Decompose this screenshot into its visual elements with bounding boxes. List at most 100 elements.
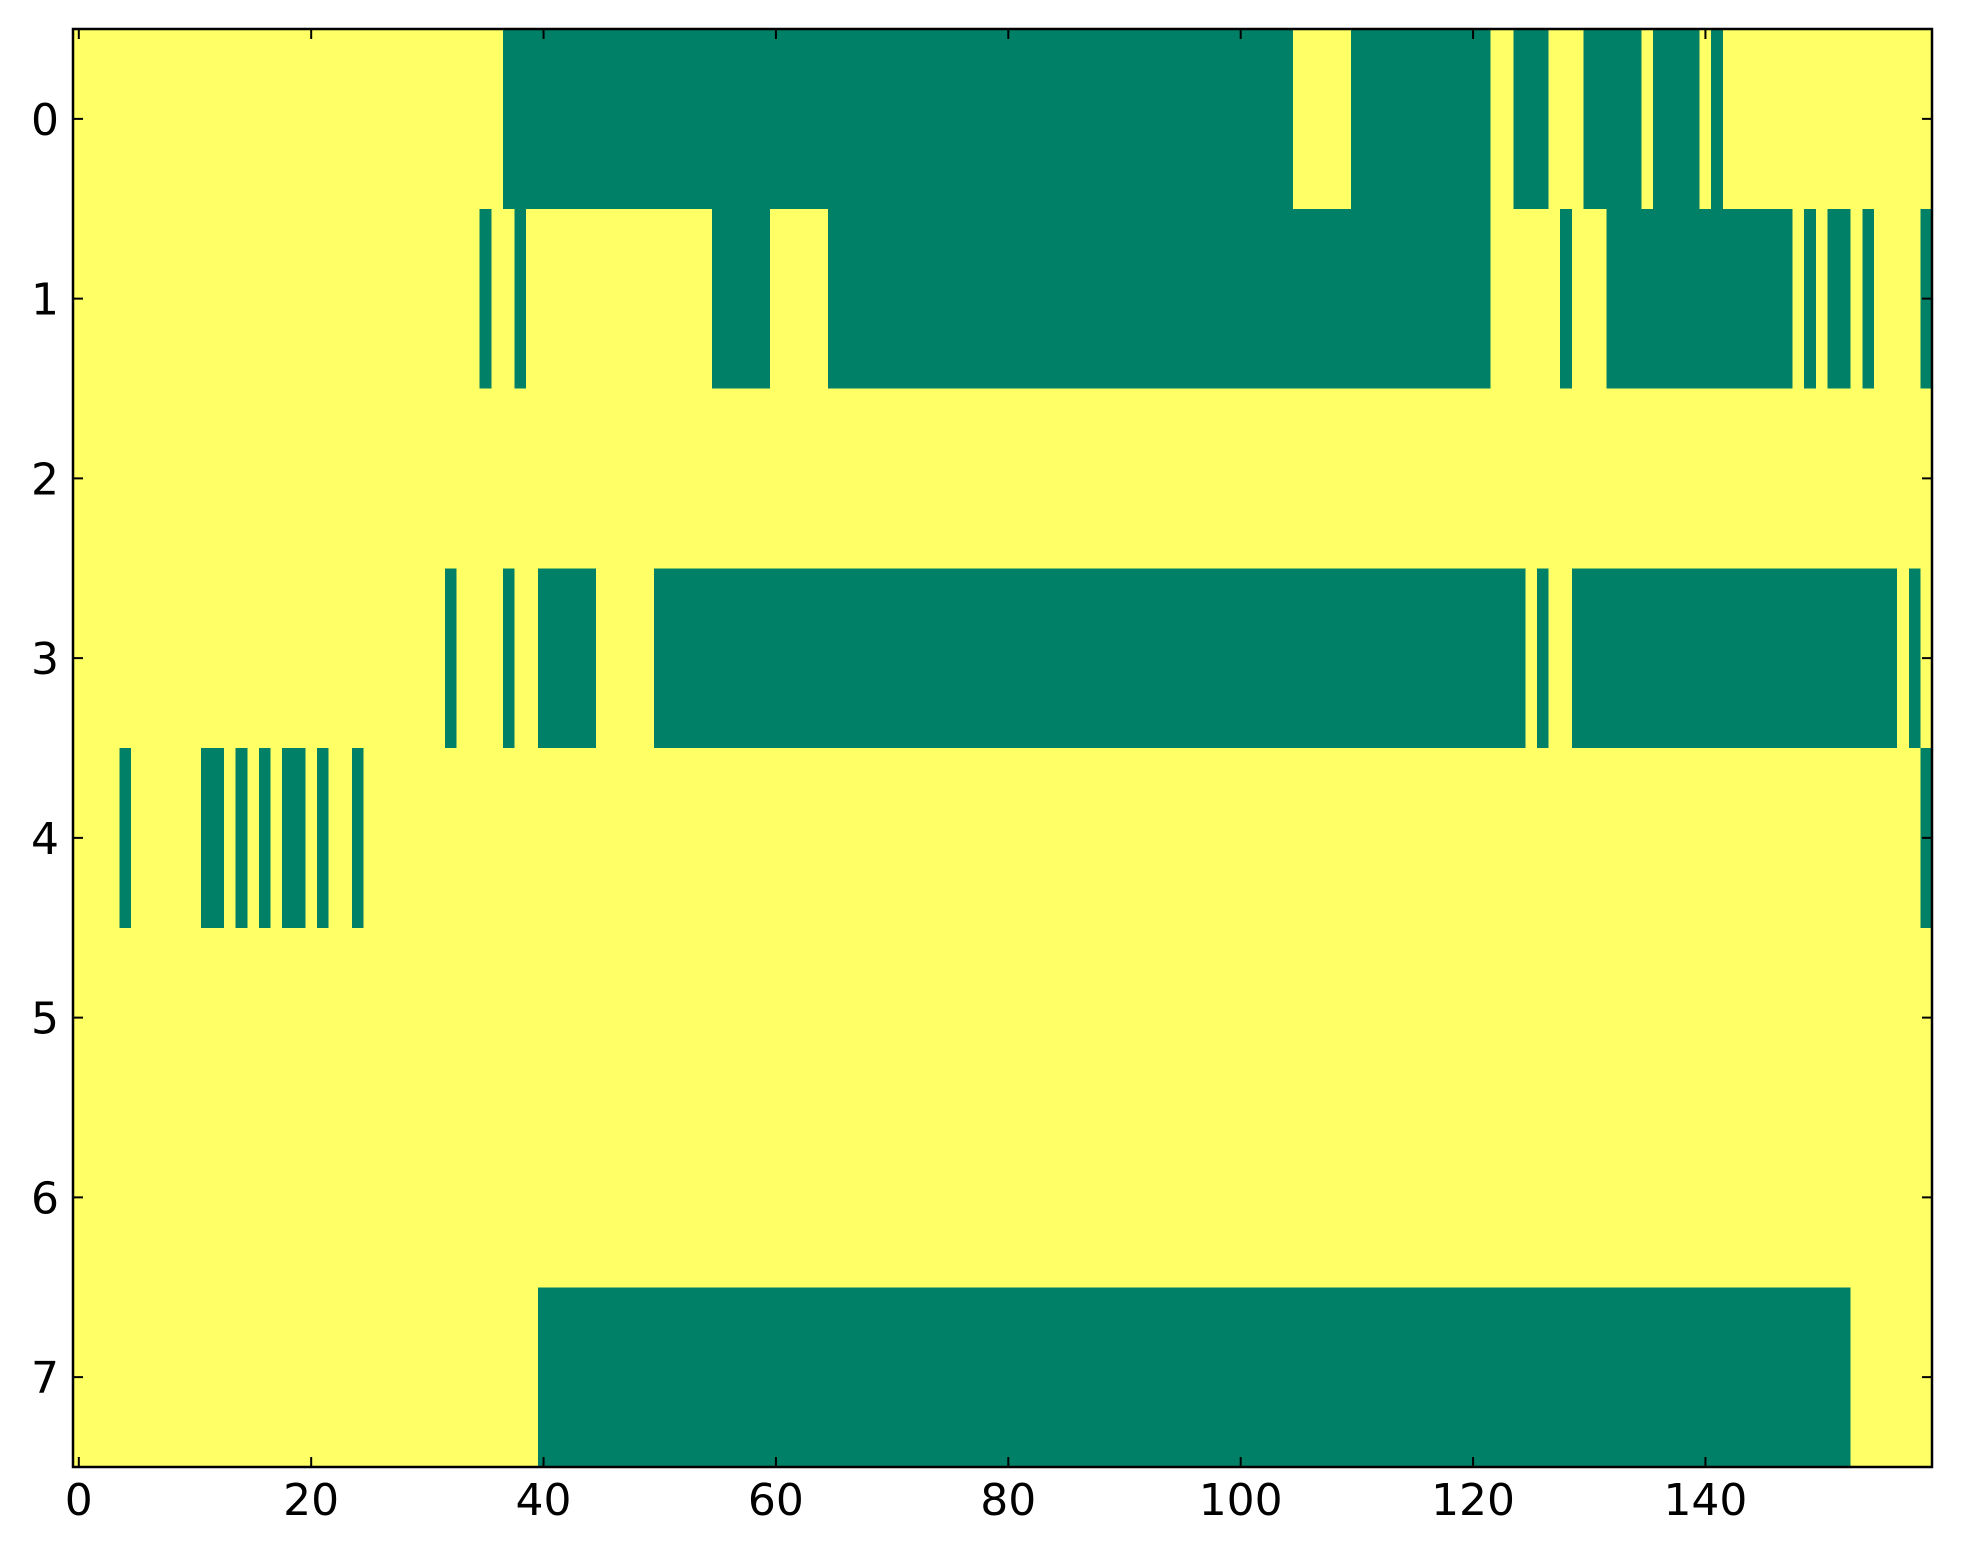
cell — [653, 927, 667, 1109]
cell — [828, 927, 841, 1109]
cell — [595, 388, 609, 569]
cell — [1153, 568, 1166, 749]
cell — [1246, 208, 1259, 390]
cell — [189, 1287, 202, 1468]
cell — [1385, 1287, 1399, 1468]
cell — [897, 748, 911, 929]
cell — [386, 568, 399, 749]
cell — [584, 568, 597, 749]
cell — [781, 927, 794, 1109]
cell — [712, 1287, 725, 1468]
cell — [1792, 1287, 1805, 1468]
cell — [1827, 1107, 1840, 1288]
cell — [688, 208, 702, 390]
axes: 0 20 40 60 80 100 120 140 0 1 2 3 4 5 6 7 — [31, 29, 1932, 1526]
cell — [270, 1287, 283, 1468]
cell — [851, 29, 864, 210]
cell — [549, 208, 562, 390]
cell — [1083, 388, 1097, 569]
cell — [375, 1107, 388, 1288]
cell — [677, 388, 690, 569]
cell — [1839, 1287, 1852, 1468]
cell — [1200, 208, 1213, 390]
cell — [514, 568, 527, 749]
cell — [1873, 927, 1887, 1109]
cell — [746, 927, 760, 1109]
cell — [793, 388, 806, 569]
cell — [444, 208, 458, 390]
cell — [1513, 388, 1526, 569]
cell — [1815, 927, 1829, 1109]
cell — [1130, 568, 1143, 749]
cell — [1792, 927, 1805, 1109]
cell — [1455, 748, 1468, 929]
cell — [386, 927, 399, 1109]
cell — [1455, 388, 1468, 569]
cell — [1153, 748, 1166, 929]
cell — [1490, 208, 1503, 390]
cell — [944, 388, 957, 569]
cell — [316, 568, 330, 749]
cell — [1258, 927, 1271, 1109]
cell — [409, 1287, 423, 1468]
heatmap-cells — [73, 29, 1933, 1468]
cell — [375, 29, 388, 210]
cell — [1374, 568, 1387, 749]
cell — [630, 208, 643, 390]
cell — [456, 1287, 469, 1468]
cell — [421, 208, 434, 390]
cell — [468, 568, 481, 749]
cell — [398, 748, 411, 929]
cell — [781, 29, 794, 210]
cell — [839, 388, 853, 569]
cell — [1188, 1107, 1201, 1288]
cell — [154, 748, 167, 929]
cell — [816, 927, 829, 1109]
cell — [398, 927, 411, 1109]
cell — [96, 208, 109, 390]
cell — [886, 568, 899, 749]
cell — [96, 568, 109, 749]
cell — [1048, 388, 1062, 569]
cell — [84, 748, 97, 929]
cell — [1130, 1107, 1143, 1288]
cell — [468, 1287, 481, 1468]
cell — [1083, 1107, 1097, 1288]
cell — [1769, 927, 1782, 1109]
cell — [1351, 208, 1364, 390]
cell — [1165, 927, 1178, 1109]
cell — [1780, 388, 1794, 569]
cell — [316, 748, 330, 929]
cell — [572, 208, 585, 390]
cell — [200, 208, 214, 390]
cell — [1304, 568, 1317, 749]
cell — [1444, 748, 1457, 929]
cell — [468, 1107, 481, 1288]
cell — [1641, 29, 1654, 210]
cell — [224, 29, 237, 210]
cell — [1409, 1287, 1422, 1468]
cell — [1339, 927, 1352, 1109]
cell — [1223, 388, 1236, 569]
cell — [1374, 927, 1387, 1109]
cell — [956, 29, 969, 210]
cell — [560, 568, 574, 749]
cell — [816, 208, 829, 390]
cell — [990, 748, 1004, 929]
cell — [444, 748, 458, 929]
cell — [700, 1107, 713, 1288]
cell — [1200, 748, 1213, 929]
cell — [1711, 568, 1724, 749]
cell — [1072, 208, 1085, 390]
cell — [1885, 927, 1898, 1109]
cell — [107, 1107, 121, 1288]
cell — [1141, 927, 1155, 1109]
cell — [340, 748, 353, 929]
cell — [1595, 29, 1608, 210]
cell — [316, 29, 330, 210]
cell — [1420, 29, 1433, 210]
cell — [189, 208, 202, 390]
cell — [1478, 927, 1492, 1109]
cell — [328, 927, 341, 1109]
cell — [479, 927, 492, 1109]
